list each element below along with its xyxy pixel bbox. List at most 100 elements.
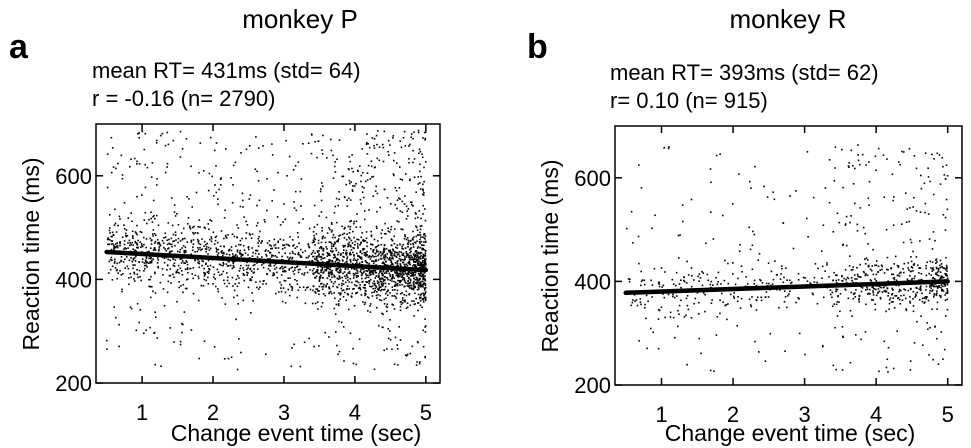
data-point (221, 252, 223, 254)
data-point (849, 255, 851, 257)
data-point (285, 270, 287, 273)
data-point (394, 289, 396, 291)
data-point (186, 268, 189, 271)
data-point (241, 237, 243, 240)
data-point (372, 251, 374, 253)
data-point (422, 253, 425, 256)
data-point (291, 287, 294, 290)
data-point (918, 267, 920, 269)
data-point (377, 293, 379, 296)
data-point (418, 210, 420, 212)
data-point (144, 211, 147, 214)
data-point (846, 276, 849, 279)
data-point (425, 161, 427, 163)
data-point (331, 276, 333, 279)
data-point (359, 251, 362, 254)
data-point (918, 299, 921, 301)
data-point (369, 303, 372, 305)
data-point (909, 300, 911, 303)
data-point (167, 247, 170, 249)
data-point (252, 251, 254, 254)
data-point (339, 298, 341, 300)
data-point (751, 296, 753, 298)
data-point (325, 246, 328, 248)
data-point (363, 254, 366, 256)
data-point (265, 255, 268, 257)
data-point (417, 234, 419, 236)
data-point (833, 303, 835, 305)
data-point (217, 203, 219, 206)
data-point (710, 302, 713, 304)
data-point (269, 269, 271, 272)
data-point (828, 159, 831, 161)
data-point (813, 276, 816, 279)
data-point (946, 298, 949, 301)
data-point (424, 325, 427, 327)
data-point (789, 290, 791, 292)
data-point (326, 253, 329, 255)
data-point (916, 320, 918, 323)
data-point (935, 259, 937, 261)
data-point (705, 242, 707, 245)
data-point (686, 304, 689, 307)
data-point (413, 271, 416, 274)
data-point (892, 273, 895, 276)
data-point (750, 305, 753, 308)
data-point (368, 146, 371, 149)
data-point (401, 283, 403, 286)
data-point (313, 237, 315, 239)
data-point (147, 262, 150, 265)
data-point (154, 363, 156, 366)
data-point (129, 242, 131, 244)
data-point (313, 240, 315, 243)
data-point (316, 272, 319, 274)
data-point (174, 259, 177, 261)
data-point (179, 340, 182, 343)
data-point (209, 264, 212, 267)
data-point (220, 230, 223, 232)
data-point (399, 210, 402, 212)
data-point (159, 134, 162, 137)
data-point (381, 143, 384, 146)
data-point (306, 287, 308, 289)
data-point (226, 272, 228, 274)
data-point (370, 286, 372, 288)
data-point (247, 264, 250, 267)
data-point (651, 227, 653, 230)
data-point (729, 293, 732, 296)
data-point (299, 286, 301, 289)
data-point (366, 296, 369, 298)
data-point (339, 234, 342, 236)
data-point (417, 216, 419, 219)
data-point (180, 285, 182, 287)
data-point (335, 240, 338, 243)
data-point (884, 291, 887, 293)
data-point (408, 276, 410, 279)
data-point (841, 326, 844, 328)
data-point (844, 223, 847, 225)
data-point (239, 239, 242, 242)
data-point (132, 248, 134, 250)
data-point (399, 140, 401, 142)
data-point (662, 284, 665, 287)
data-point (382, 248, 385, 251)
data-point (854, 167, 856, 170)
data-point (322, 277, 324, 279)
data-point (270, 245, 272, 247)
data-point (320, 246, 323, 249)
data-point (322, 235, 324, 238)
x-tick-label: 5 (942, 402, 954, 427)
data-point (146, 222, 148, 225)
data-point (158, 250, 160, 252)
data-point (117, 224, 119, 227)
data-point (273, 244, 275, 247)
data-point (946, 292, 949, 294)
data-point (658, 285, 661, 288)
data-point (385, 270, 387, 273)
data-point (644, 307, 646, 309)
data-point (403, 203, 406, 205)
data-point (920, 272, 923, 275)
data-point (903, 288, 905, 290)
data-point (373, 284, 376, 286)
data-point (382, 289, 385, 291)
